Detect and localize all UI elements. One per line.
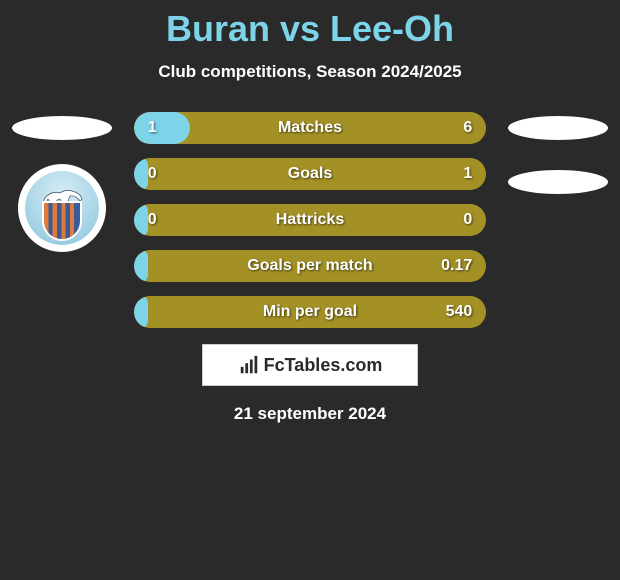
stat-right-value: 540	[422, 303, 472, 321]
stat-fill	[134, 296, 148, 328]
chart-icon	[238, 354, 260, 376]
brand-text: FcTables.com	[264, 355, 383, 376]
stat-label: Goals per match	[198, 257, 423, 275]
stat-bar: 0Hattricks0	[134, 204, 487, 236]
stat-bar: Min per goal540	[134, 296, 487, 328]
stat-right-value: 1	[422, 165, 472, 183]
subtitle: Club competitions, Season 2024/2025	[0, 62, 620, 82]
stat-label: Hattricks	[198, 211, 423, 229]
page-title: Buran vs Lee-Oh	[0, 8, 620, 50]
stat-fill	[134, 204, 148, 236]
right-side-col	[504, 112, 612, 194]
stat-right-value: 0.17	[422, 257, 472, 275]
comparison-widget: Buran vs Lee-Oh Club competitions, Seaso…	[0, 0, 620, 424]
brand-badge[interactable]: FcTables.com	[202, 344, 418, 386]
player-ellipse-right-1	[508, 116, 608, 140]
crest-inner	[25, 171, 99, 245]
crest-shield	[42, 201, 82, 241]
stat-left-value: 0	[148, 165, 198, 183]
footer-date: 21 september 2024	[0, 404, 620, 424]
stat-right-value: 6	[422, 119, 472, 137]
player-ellipse-right-2	[508, 170, 608, 194]
player-ellipse-left	[12, 116, 112, 140]
stat-fill	[134, 250, 148, 282]
stat-bar: 1Matches6	[134, 112, 487, 144]
stat-label: Min per goal	[198, 303, 423, 321]
stat-left-value: 0	[148, 211, 198, 229]
stat-label: Goals	[198, 165, 423, 183]
stat-left-value: 1	[148, 119, 198, 137]
stat-right-value: 0	[422, 211, 472, 229]
stat-bar: 0Goals1	[134, 158, 487, 190]
stats-column: 1Matches60Goals10Hattricks0Goals per mat…	[134, 112, 487, 328]
main-row: 1Matches60Goals10Hattricks0Goals per mat…	[0, 112, 620, 328]
stat-bar: Goals per match0.17	[134, 250, 487, 282]
left-side-col	[8, 112, 116, 252]
stat-label: Matches	[198, 119, 423, 137]
club-crest-left	[18, 164, 106, 252]
stat-fill	[134, 158, 148, 190]
